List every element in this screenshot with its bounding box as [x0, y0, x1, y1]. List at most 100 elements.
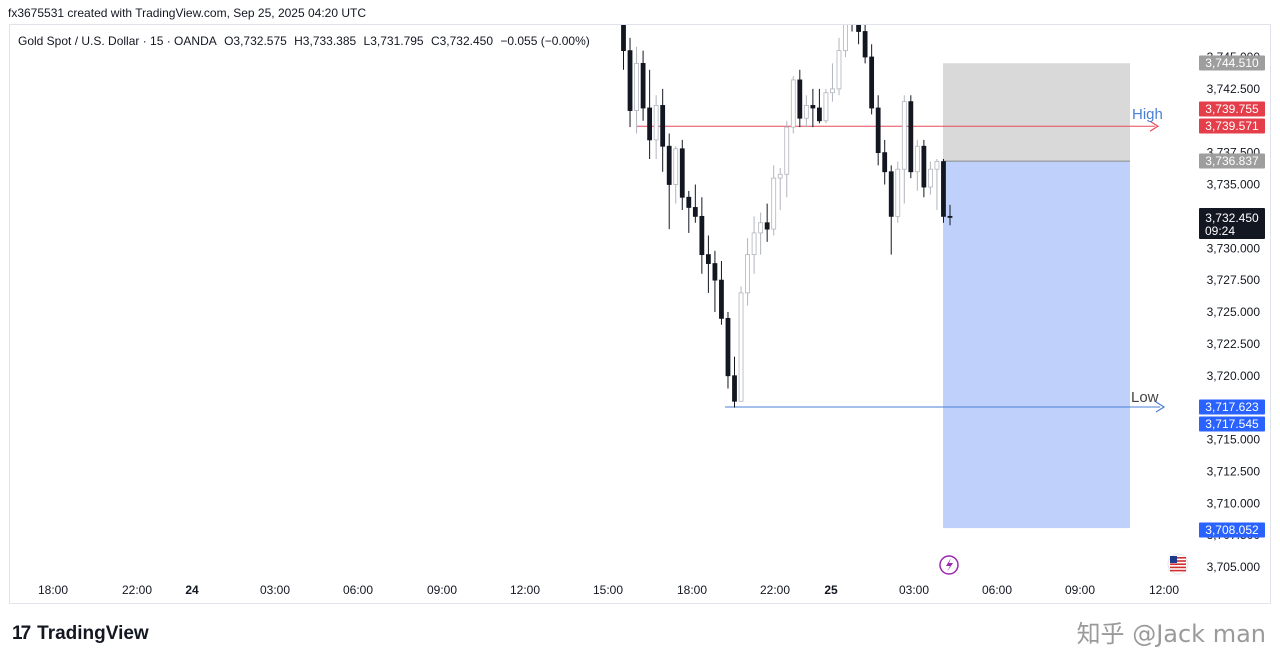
chart-frame [9, 24, 1271, 604]
time-tick-label: 22:00 [760, 583, 790, 597]
time-tick-label: 03:00 [260, 583, 290, 597]
time-tick-label: 18:00 [677, 583, 707, 597]
candle-body [673, 148, 679, 185]
candle-body [771, 177, 777, 230]
low-arrow-icon [1155, 401, 1166, 413]
candle-body [751, 232, 757, 256]
price-tick-label: 3,735.000 [1207, 178, 1261, 192]
flag-stripe [1170, 563, 1186, 565]
price-tick-label: 3,730.000 [1207, 241, 1261, 255]
flag-stripe [1170, 569, 1186, 572]
price-tick-label: 3,712.500 [1207, 464, 1261, 478]
tradingview-logo-icon: 17 [12, 623, 31, 644]
candle-body [875, 107, 881, 154]
time-tick-label: 15:00 [593, 583, 623, 597]
candle-body [803, 105, 809, 119]
price-tag-label: 3,739.755 [1205, 102, 1259, 116]
candle-body [817, 107, 822, 122]
candle-body [653, 105, 659, 141]
candle-body [660, 105, 666, 147]
price-tag-label: 3,717.623 [1205, 400, 1259, 414]
flag-stripe [1170, 560, 1186, 562]
flag-stripe [1170, 557, 1186, 559]
tradingview-logo[interactable]: 17 TradingView [12, 623, 149, 645]
ohlc-change: −0.055 (−0.00%) [500, 34, 590, 48]
candle-body [830, 88, 835, 94]
price-tag-label: 3,708.052 [1205, 523, 1259, 537]
candle-body [823, 92, 829, 122]
price-tag [1199, 118, 1265, 134]
price-tick-label: 3,720.000 [1207, 369, 1261, 383]
price-tag-label: 3,744.510 [1205, 56, 1259, 70]
candle-body [850, 6, 854, 12]
stop-loss-zone [943, 63, 1130, 162]
price-tag [1199, 416, 1265, 432]
candle-body [666, 145, 672, 185]
candle-body [647, 107, 653, 141]
candle-body [705, 254, 711, 264]
price-tick-label: 3,722.500 [1207, 337, 1261, 351]
candle-body [627, 50, 633, 111]
candle-body [869, 56, 875, 109]
price-tag [1199, 101, 1265, 117]
candle-body [921, 145, 927, 188]
candle-body [941, 161, 946, 217]
ohlc-high: H3,733.385 [294, 34, 357, 48]
candle-body [777, 173, 783, 179]
ohlc-close: C3,732.450 [430, 34, 494, 48]
candle-body [908, 101, 914, 173]
last-price-tag [1199, 208, 1265, 240]
time-tick-label: 09:00 [1065, 583, 1095, 597]
time-tick-label: 09:00 [427, 583, 457, 597]
time-tick-label: 03:00 [899, 583, 929, 597]
candle-body [914, 145, 920, 173]
bar-countdown-label: 09:24 [1205, 224, 1235, 238]
price-tick-label: 3,705.000 [1207, 560, 1261, 574]
author-watermark: 知乎 @Jack man [1076, 620, 1266, 648]
candle-body [738, 292, 744, 402]
price-tick-label: 3,715.000 [1207, 433, 1261, 447]
candle-body [764, 222, 770, 230]
candle-body [895, 168, 901, 217]
candle-body [621, 25, 626, 52]
candle-body [856, 25, 861, 32]
candle-body [836, 50, 842, 90]
lightning-bolt-icon [946, 558, 953, 572]
price-tag-label: 3,736.837 [1205, 154, 1259, 168]
candle-body [928, 168, 933, 188]
time-tick-label: 22:00 [122, 583, 152, 597]
candle-body [679, 148, 685, 198]
candle-body [634, 62, 639, 111]
price-tag [1199, 153, 1265, 169]
price-tick-label: 3,742.500 [1207, 82, 1261, 96]
candle-body [745, 254, 750, 294]
tradingview-logo-text: TradingView [37, 623, 149, 644]
last-price-label: 3,732.450 [1205, 211, 1259, 225]
ohlc-open: O3,732.575 [224, 34, 287, 48]
candle-body [784, 126, 790, 175]
price-tick-label: 3,710.000 [1207, 496, 1261, 510]
candle-body [790, 79, 796, 128]
candle-body [640, 62, 646, 109]
time-tick-label: 06:00 [982, 583, 1012, 597]
symbol-legend: Gold Spot / U.S. Dollar · 15 · OANDA O3,… [18, 34, 594, 48]
price-tick-label: 3,725.000 [1207, 305, 1261, 319]
candle-body [686, 196, 692, 208]
price-tag-label: 3,739.571 [1205, 119, 1259, 133]
price-tag [1199, 55, 1265, 71]
time-tick-label: 18:00 [38, 583, 68, 597]
created-by-header: fx3675531 created with TradingView.com, … [8, 6, 367, 20]
price-tag-label: 3,717.545 [1205, 417, 1259, 431]
time-tick-label: 24 [185, 583, 199, 597]
candle-body [758, 222, 764, 234]
price-tag [1199, 522, 1265, 538]
low-label: Low [1131, 389, 1159, 406]
flag-stripe [1170, 566, 1186, 569]
candle-body [947, 215, 953, 218]
symbol-name[interactable]: Gold Spot / U.S. Dollar · 15 · OANDA [18, 34, 217, 48]
candle-body [692, 207, 698, 217]
candle-body [797, 79, 803, 119]
candle-body [699, 215, 705, 256]
candle-body [810, 105, 816, 109]
